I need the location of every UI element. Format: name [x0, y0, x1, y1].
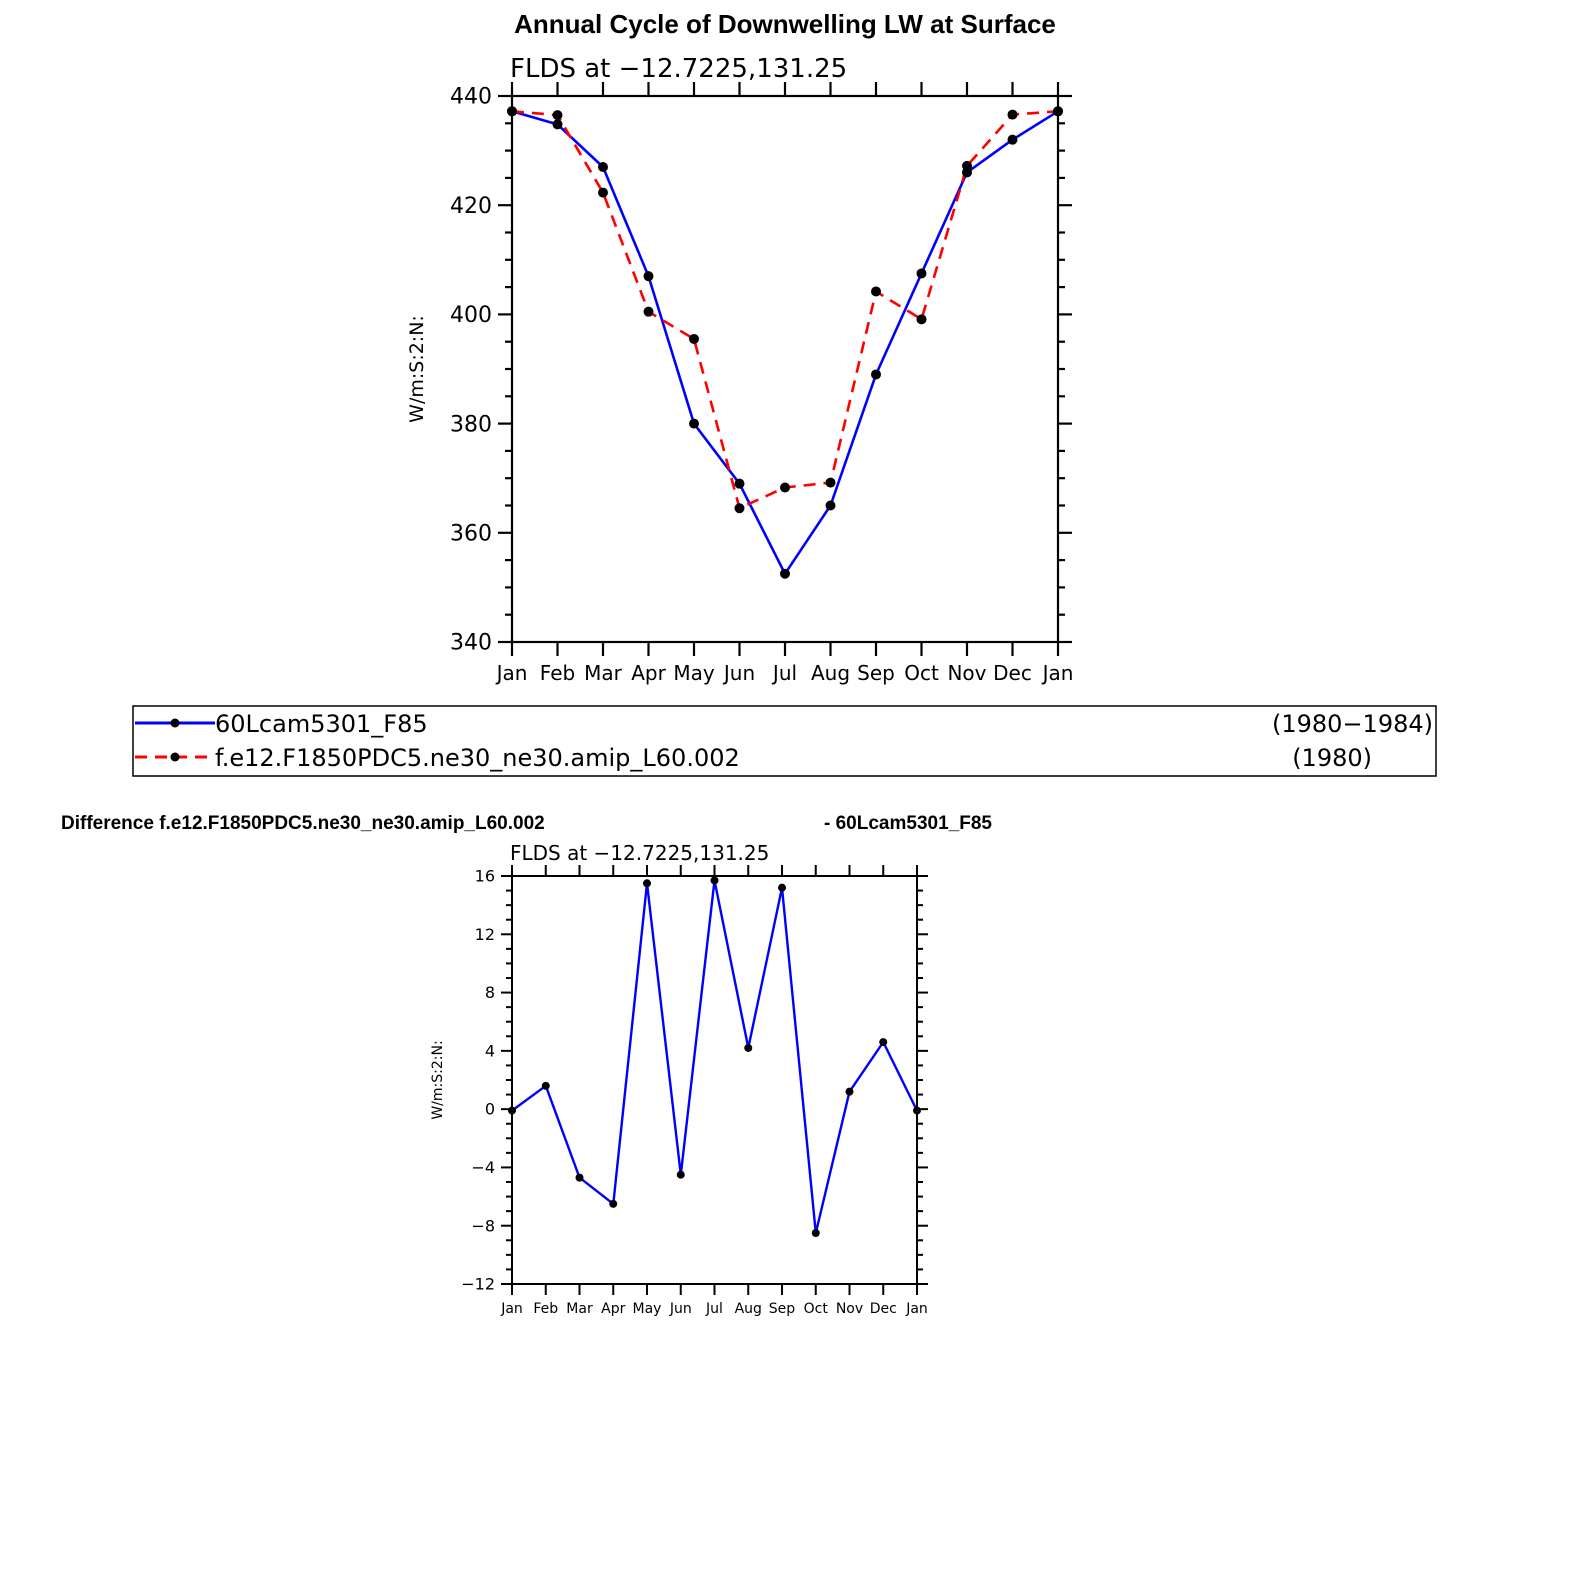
series-2-point — [1053, 106, 1063, 117]
legend-box — [132, 705, 1437, 777]
y-tick-label: 360 — [450, 522, 492, 547]
difference-chart: −12 −8 −4 0 4 8 12 16 Jan Feb Mar Apr May Jun Jul Aug Se… — [430, 841, 928, 1317]
series-1-point — [541, 1081, 550, 1090]
y-tick-label: 4 — [485, 1041, 495, 1060]
series-2-line — [511, 110, 1059, 510]
x-tick-label: Jul — [771, 661, 797, 685]
x-tick-label: Dec — [870, 1301, 897, 1317]
legend-marker-series1 — [170, 718, 180, 728]
series-2-point — [507, 106, 517, 117]
x-tick-label: Jun — [669, 1301, 692, 1317]
series-2-point — [552, 110, 563, 121]
y-tick-label: 380 — [450, 412, 492, 437]
x-tick-label: Nov — [836, 1301, 863, 1317]
series-2-point — [1007, 109, 1018, 120]
series-1-point — [778, 883, 786, 892]
series-2-point — [825, 477, 836, 488]
series-1-point — [689, 418, 699, 429]
series-1-line — [511, 110, 1059, 576]
series-1-point — [845, 1087, 854, 1096]
legend-label-series2: f.e12.F1850PDC5.ne30_ne30.amip_L60.002 — [215, 744, 740, 772]
x-tick-label: Apr — [631, 661, 666, 685]
x-tick-label: Mar — [584, 661, 623, 685]
main-title: Annual Cycle of Downwelling LW at Surfac… — [514, 9, 1056, 39]
series-1-point — [916, 268, 927, 279]
legend: 60Lcam5301_F85 (1980−1984) f.e12.F1850PD… — [132, 705, 1437, 777]
series-1-point — [913, 1106, 921, 1115]
series-2-point — [689, 333, 699, 344]
x-tick-label: Sep — [857, 661, 895, 685]
series-1-line — [511, 879, 919, 1235]
series-2-point — [780, 482, 790, 493]
y-tick-label: 440 — [450, 85, 492, 110]
x-tick-label: Feb — [540, 661, 575, 685]
x-tick-label: Jun — [722, 661, 755, 685]
x-tick-label: Jul — [705, 1301, 723, 1317]
y-tick-label: −8 — [471, 1216, 495, 1235]
x-tick-label: Oct — [804, 1301, 829, 1317]
series-1-point — [871, 369, 881, 380]
x-tick-label: May — [633, 1301, 662, 1317]
y-axis-label: W/m:S:2:N: — [430, 1040, 446, 1119]
x-tick-label: Aug — [811, 661, 850, 685]
series-1-point — [598, 161, 608, 172]
series-1-point — [744, 1043, 753, 1052]
series-1-point — [643, 879, 651, 888]
legend-marker-series2 — [170, 752, 180, 762]
series-2-point — [598, 187, 608, 198]
x-tick-label: Jan — [500, 1301, 523, 1317]
legend-period-series2: (1980) — [1292, 744, 1372, 772]
series-1-point — [879, 1038, 888, 1047]
series-1-point — [508, 1106, 516, 1115]
y-tick-label: 8 — [485, 983, 495, 1002]
x-tick-label: Apr — [601, 1301, 625, 1317]
x-tick-label: Oct — [904, 661, 939, 685]
x-tick-label: Aug — [735, 1301, 762, 1317]
x-tick-label: Dec — [993, 661, 1032, 685]
legend-period-series1: (1980−1984) — [1272, 710, 1433, 738]
y-tick-label: 0 — [485, 1100, 495, 1119]
y-axis-label: W/m:S:2:N: — [406, 315, 428, 423]
series-1-point — [575, 1173, 584, 1182]
y-tick-label: 12 — [475, 925, 495, 944]
plot-frame — [510, 94, 1060, 644]
y-tick-label: 340 — [450, 631, 492, 656]
series-2-point — [871, 286, 881, 297]
x-tick-label: Jan — [1041, 661, 1074, 685]
chart-subtitle: FLDS at −12.7225,131.25 — [510, 54, 847, 84]
x-tick-label: Sep — [769, 1301, 796, 1317]
series-2-point — [643, 306, 654, 317]
x-tick-label: Jan — [905, 1301, 928, 1317]
y-tick-label: −4 — [471, 1158, 495, 1177]
chart-subtitle: FLDS at −12.7225,131.25 — [510, 841, 769, 865]
series-1-point — [552, 119, 563, 130]
legend-label-series1: 60Lcam5301_F85 — [215, 710, 428, 738]
series-1-point — [1007, 134, 1018, 145]
x-tick-label: Mar — [566, 1301, 593, 1317]
diff-title-left: Difference f.e12.F1850PDC5.ne30_ne30.ami… — [61, 813, 545, 834]
x-tick-label: Jan — [495, 661, 528, 685]
series-1-point — [710, 876, 719, 885]
y-tick-label: −12 — [461, 1275, 495, 1294]
series-1-point — [825, 500, 836, 511]
x-tick-label: Feb — [533, 1301, 558, 1317]
y-tick-label: 420 — [450, 194, 492, 219]
series-1-point — [676, 1170, 685, 1179]
x-tick-label: May — [673, 661, 715, 685]
x-tick-label: Nov — [947, 661, 986, 685]
annual-cycle-chart: 340 360 380 400 420 440 Jan Feb Mar Apr May Jun Jul A… — [406, 54, 1073, 685]
series-1-point — [609, 1199, 618, 1208]
y-tick-label: 16 — [475, 867, 495, 886]
series-2-point — [916, 314, 927, 325]
series-1-point — [643, 271, 654, 282]
series-1-point — [780, 568, 790, 579]
y-tick-label: 400 — [450, 303, 492, 328]
series-2-point — [734, 503, 745, 514]
series-1-point — [734, 478, 745, 489]
series-2-point — [962, 160, 972, 171]
series-1-point — [811, 1229, 820, 1237]
diff-title-right: - 60Lcam5301_F85 — [824, 813, 992, 834]
